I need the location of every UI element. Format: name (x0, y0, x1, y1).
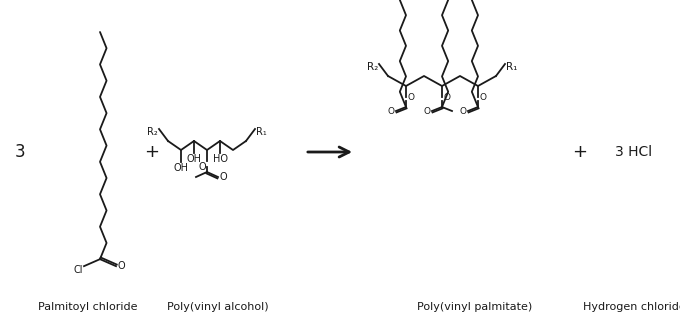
Text: R₂: R₂ (367, 62, 378, 72)
Text: 3: 3 (15, 143, 25, 161)
Text: O: O (459, 107, 466, 115)
Text: Cl: Cl (73, 265, 83, 275)
Text: 3 HCl: 3 HCl (615, 145, 653, 159)
Text: Poly(vinyl palmitate): Poly(vinyl palmitate) (418, 302, 532, 312)
Text: O: O (423, 107, 430, 115)
Text: O: O (444, 92, 451, 101)
Text: O: O (118, 261, 126, 271)
Text: R₂: R₂ (148, 127, 158, 137)
Text: HO: HO (212, 154, 228, 164)
Text: O: O (480, 92, 487, 101)
Text: +: + (573, 143, 588, 161)
Text: O: O (387, 107, 394, 115)
Text: O: O (220, 172, 228, 182)
Text: +: + (144, 143, 160, 161)
Text: O: O (199, 162, 206, 172)
Text: Palmitoyl chloride: Palmitoyl chloride (38, 302, 138, 312)
Text: OH: OH (173, 163, 188, 173)
Text: Poly(vinyl alcohol): Poly(vinyl alcohol) (167, 302, 269, 312)
Text: OH: OH (186, 154, 201, 164)
Text: R₁: R₁ (506, 62, 517, 72)
Text: O: O (408, 92, 415, 101)
Text: Hydrogen chloride: Hydrogen chloride (583, 302, 680, 312)
Text: R₁: R₁ (256, 127, 267, 137)
